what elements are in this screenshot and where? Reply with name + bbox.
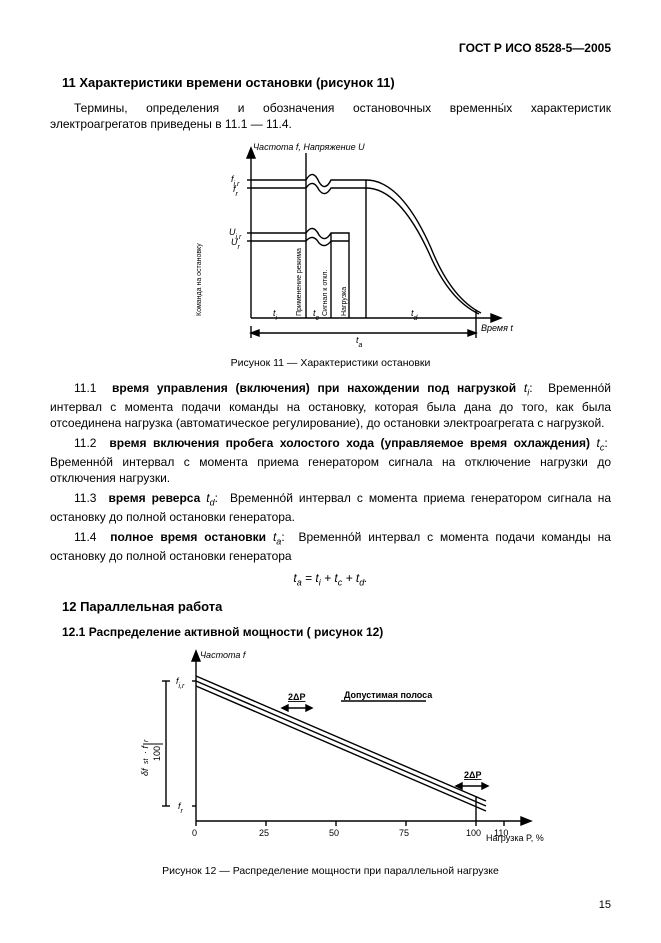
term-num: 11.3 [74, 491, 96, 505]
term-name: время реверса [108, 491, 200, 505]
term-symbol: ta [273, 530, 281, 544]
term-num: 11.2 [74, 436, 96, 450]
term-name: полное время остановки [110, 530, 266, 544]
svg-text:110: 110 [494, 828, 508, 838]
figure-12: Частота f Нагрузка P, % fi,r fr 0 25 50 … [50, 646, 611, 860]
figure-12-caption: Рисунок 12 — Распределение мощности при … [50, 864, 611, 878]
svg-text:2ΔP: 2ΔP [464, 770, 481, 780]
svg-text:r: r [143, 739, 150, 742]
figure-12-svg: Частота f Нагрузка P, % fi,r fr 0 25 50 … [116, 646, 546, 856]
svg-text:Команда на остановку: Команда на остановку [196, 243, 203, 316]
term-num: 11.4 [74, 530, 96, 544]
svg-text:tc: tc [313, 308, 320, 322]
svg-text:· f: · f [140, 744, 150, 753]
figure-11: Частота f, Напряжение U Время t fi,r fr … [50, 138, 611, 352]
svg-text:td: td [411, 308, 419, 322]
svg-text:Допустимая полоса: Допустимая полоса [344, 690, 433, 700]
svg-text:75: 75 [399, 828, 409, 838]
section-11-title: 11 Характеристики времени остановки (рис… [62, 74, 611, 92]
svg-text:Сигнал к откл.: Сигнал к откл. [322, 270, 329, 316]
svg-text:fr: fr [178, 801, 184, 815]
svg-text:50: 50 [329, 828, 339, 838]
section-12-1-title: 12.1 Распределение активной мощности ( р… [62, 624, 611, 640]
term-num: 11.1 [74, 381, 96, 395]
section-11-intro: Термины, определения и обозначения остан… [50, 100, 611, 132]
svg-text:fi,r: fi,r [176, 676, 185, 690]
svg-text:δf: δf [140, 767, 150, 776]
page-number: 15 [50, 898, 611, 913]
section-12-title: 12 Параллельная работа [62, 598, 611, 616]
term-name: время включения пробега холостого хода (… [109, 436, 590, 450]
svg-text:Нагрузка: Нагрузка [341, 287, 348, 316]
term-def: Временно́й интервал с момента приема ген… [50, 455, 611, 485]
term-symbol: ti [524, 381, 529, 395]
figure-11-svg: Частота f, Напряжение U Время t fi,r fr … [141, 138, 521, 348]
svg-text:2ΔP: 2ΔP [288, 692, 305, 702]
term-11-4: 11.4 полное время остановки ta: Временно… [50, 529, 611, 564]
figure-11-caption: Рисунок 11 — Характеристики остановки [50, 356, 611, 370]
svg-text:Частота f, Напряжение U: Частота f, Напряжение U [253, 142, 365, 152]
svg-text:st: st [143, 757, 150, 764]
svg-text:ti: ti [273, 308, 278, 322]
term-name: время управления (включения) при нахожде… [112, 381, 516, 395]
svg-text:Частота f: Частота f [200, 650, 247, 660]
svg-text:25: 25 [259, 828, 269, 838]
formula-ta: ta = ti + tc + td. [50, 570, 611, 589]
svg-text:Применение режима: Применение режима [296, 248, 303, 316]
term-11-1: 11.1 время управления (включения) при на… [50, 380, 611, 431]
term-symbol: td [206, 491, 214, 505]
svg-text:ta: ta [356, 335, 363, 348]
svg-text:100: 100 [152, 746, 162, 761]
term-11-3: 11.3 время реверса td: Временно́й интерв… [50, 490, 611, 525]
svg-text:0: 0 [192, 828, 197, 838]
svg-text:100: 100 [466, 828, 481, 838]
doc-standard-code: ГОСТ Р ИСО 8528-5—2005 [50, 40, 611, 56]
term-11-2: 11.2 время включения пробега холостого х… [50, 435, 611, 486]
svg-text:Время t: Время t [481, 323, 513, 333]
term-symbol: tc [597, 436, 605, 450]
